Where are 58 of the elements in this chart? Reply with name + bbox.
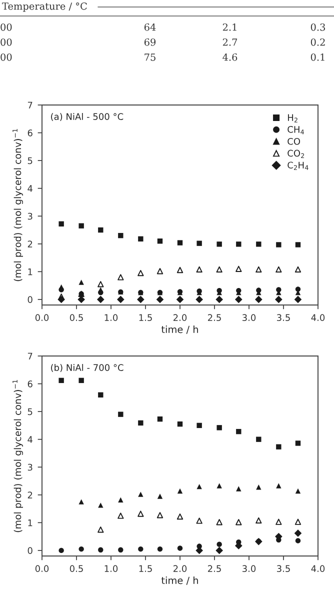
y-tick-label: 4 bbox=[28, 185, 32, 192]
y-tick-label: 0 bbox=[28, 547, 32, 554]
y-tick-label: 1 bbox=[28, 268, 32, 276]
text: Temperature / °C bbox=[2, 2, 87, 12]
text: 2.1 bbox=[222, 23, 236, 31]
x-tick-label: 0.0 bbox=[35, 565, 49, 572]
y-tick-label: 7 bbox=[28, 352, 32, 360]
text: 0.2 bbox=[310, 38, 325, 46]
x-tick-label: 4.0 bbox=[311, 565, 325, 572]
legend-label: CO$_{2}$ bbox=[288, 150, 304, 158]
x-tick-label: 2.0 bbox=[173, 565, 187, 572]
y-tick-label: 4 bbox=[28, 436, 32, 443]
x-tick-label: 4.0 bbox=[311, 314, 325, 322]
legend-label: CH$_{4}$ bbox=[288, 126, 304, 134]
y-tick-label: 1 bbox=[28, 520, 32, 526]
text: 00 bbox=[0, 23, 12, 31]
y-tick-label: 0 bbox=[28, 296, 32, 304]
text: 4.6 bbox=[222, 53, 238, 61]
x-tick-label: 1.5 bbox=[139, 314, 152, 322]
text: 0.3 bbox=[310, 23, 326, 31]
x-tick-label: 3.0 bbox=[242, 314, 256, 322]
x-tick-label: 2.5 bbox=[208, 314, 221, 322]
text: 2.7 bbox=[222, 38, 238, 46]
x-tick-label: 1.5 bbox=[139, 565, 152, 572]
text: 00 bbox=[0, 53, 12, 61]
y-axis-title: (mol prod) (mol glycerol conv)$^{−1}$ bbox=[12, 380, 23, 532]
x-tick-label: 3.5 bbox=[277, 565, 290, 572]
x-tick-label: 3.5 bbox=[277, 314, 290, 322]
y-axis-title: (mol prod) (mol glycerol conv)$^{−1}$ bbox=[12, 129, 23, 282]
x-tick-label: 3.0 bbox=[242, 565, 256, 572]
y-tick-label: 5 bbox=[28, 157, 32, 164]
x-tick-label: 1.0 bbox=[104, 565, 118, 572]
legend-label: H$_{2}$ bbox=[288, 114, 298, 122]
legend-label: CO bbox=[288, 138, 300, 145]
text: 00 bbox=[0, 38, 12, 46]
text: 75 bbox=[144, 54, 156, 61]
y-tick-label: 3 bbox=[28, 212, 32, 220]
text: 0.1 bbox=[310, 53, 324, 61]
y-tick-label: 2 bbox=[28, 240, 32, 248]
x-axis-title: time / h bbox=[161, 326, 198, 334]
y-tick-label: 5 bbox=[28, 408, 32, 416]
y-tick-label: 7 bbox=[28, 102, 32, 108]
x-tick-label: 0.0 bbox=[35, 314, 49, 322]
text: 69 bbox=[144, 38, 156, 46]
x-tick-label: 2.5 bbox=[208, 565, 221, 572]
x-tick-label: 2.0 bbox=[173, 314, 187, 322]
y-tick-label: 3 bbox=[28, 464, 32, 471]
annotation: (b) NiAl - 700 °C bbox=[51, 364, 124, 372]
x-tick-label: 0.5 bbox=[70, 314, 83, 322]
y-tick-label: 6 bbox=[28, 380, 32, 388]
x-tick-label: 0.5 bbox=[70, 565, 83, 572]
y-tick-label: 2 bbox=[28, 492, 32, 498]
annotation: (a) NiAl - 500 °C bbox=[51, 113, 124, 122]
legend-label: C$_{2}$H$_{4}$ bbox=[288, 162, 308, 170]
x-axis-title: time / h bbox=[161, 576, 198, 585]
x-tick-label: 1.0 bbox=[104, 314, 118, 322]
text: 64 bbox=[144, 23, 156, 31]
y-tick-label: 6 bbox=[28, 130, 32, 136]
